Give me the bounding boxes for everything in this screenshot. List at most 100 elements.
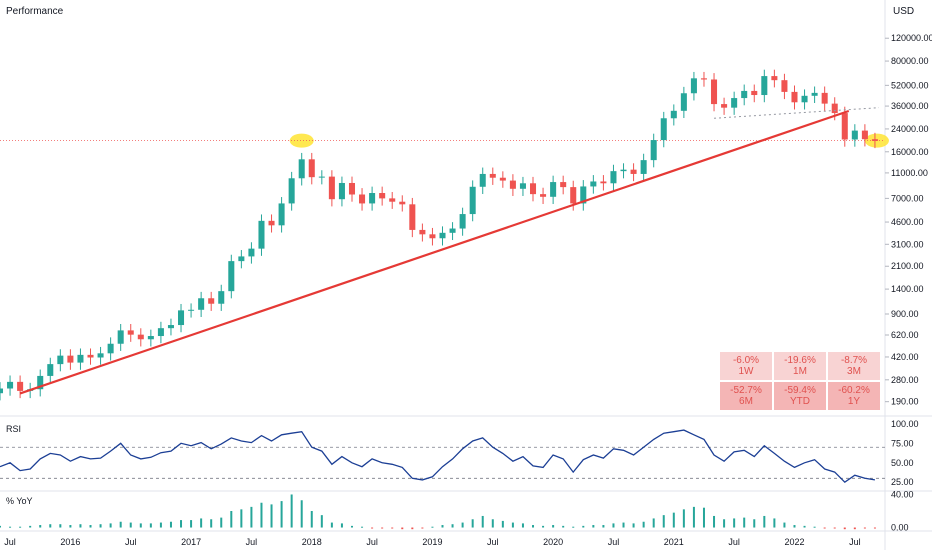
performance-period: 1M: [793, 366, 807, 377]
yoy-bar: [119, 521, 122, 528]
candle: [489, 167, 496, 185]
yoy-title: % YoY: [6, 496, 33, 506]
trendline: [19, 109, 850, 395]
yoy-bar: [139, 523, 142, 528]
candle-body: [338, 182, 345, 200]
candle-body: [650, 140, 657, 161]
x-tick-label: Jul: [246, 537, 258, 547]
candle-body: [721, 104, 728, 108]
performance-value: -6.0%: [732, 355, 760, 366]
yoy-bar: [180, 520, 183, 528]
yoy-bar: [109, 523, 112, 528]
yoy-bar: [652, 518, 655, 528]
yoy-bar: [853, 527, 856, 530]
yoy-bar: [632, 523, 635, 528]
candle: [117, 324, 124, 351]
yoy-bar: [310, 511, 313, 528]
candle-body: [761, 76, 768, 96]
candle: [781, 73, 788, 100]
candle: [208, 291, 215, 311]
candle-body: [731, 98, 738, 108]
performance-cell: -60.2% 1Y: [828, 382, 880, 410]
candle: [107, 337, 114, 361]
candle-body: [288, 178, 295, 204]
yoy-bar: [371, 527, 374, 529]
y-tick-label: 2100.00: [891, 261, 924, 271]
candle-body: [489, 173, 496, 178]
x-tick-label: 2022: [784, 537, 804, 547]
y-tick-label: 120000.00: [891, 33, 932, 43]
yoy-bar: [863, 527, 866, 529]
candle: [288, 171, 295, 211]
candle-body: [298, 159, 305, 179]
yoy-bar: [29, 525, 32, 528]
candle: [550, 175, 557, 205]
candle: [67, 349, 74, 370]
x-tick-label: Jul: [4, 537, 16, 547]
candle: [147, 329, 154, 347]
candle: [369, 186, 376, 211]
candle-body: [509, 180, 516, 189]
candle-body: [228, 261, 235, 292]
x-tick-label: Jul: [125, 537, 137, 547]
performance-cell: -52.7% 6M: [720, 382, 772, 410]
highlight-marker: [289, 133, 314, 148]
candle-body: [791, 91, 798, 103]
candle-body: [87, 354, 94, 358]
candle-body: [198, 298, 205, 310]
candle-body: [308, 159, 315, 178]
yoy-bar: [381, 527, 384, 529]
candle-body: [248, 248, 255, 257]
candle: [620, 163, 627, 179]
candle: [379, 186, 386, 206]
y-tick-label: 16000.00: [891, 147, 929, 157]
y-tick-label: 3100.00: [891, 239, 924, 249]
x-tick-label: Jul: [366, 537, 378, 547]
y-tick-label: 7000.00: [891, 193, 924, 203]
yoy-bar: [190, 520, 193, 528]
y-tick-label: 420.00: [891, 352, 919, 362]
x-tick-label: 2019: [422, 537, 442, 547]
yoy-bar: [823, 527, 826, 529]
candle-body: [137, 334, 144, 340]
yoy-bar: [833, 527, 836, 529]
rsi-tick-label: 75.00: [891, 438, 914, 448]
yoy-bar: [491, 519, 494, 528]
candle-body: [278, 203, 285, 226]
rsi-tick-label: 50.00: [891, 458, 914, 468]
candle-body: [600, 181, 607, 184]
candle: [97, 346, 104, 365]
candle: [509, 174, 516, 196]
candle-body: [640, 160, 647, 174]
candle-body: [841, 113, 848, 140]
candle-body: [811, 92, 818, 96]
yoy-bar: [441, 525, 444, 528]
candle-body: [831, 103, 838, 114]
yoy-bar: [542, 525, 545, 528]
y-tick-label: 52000.00: [891, 80, 929, 90]
candle-body: [459, 214, 466, 229]
yoy-bar: [733, 518, 736, 528]
candle-body: [580, 186, 587, 204]
yoy-bar: [511, 522, 514, 528]
yoy-bar: [723, 519, 726, 528]
y-tick-label: 11000.00: [891, 168, 928, 178]
candle: [519, 176, 526, 196]
candle-body: [610, 171, 617, 184]
currency-label: USD: [893, 6, 915, 17]
yoy-bar: [19, 526, 22, 528]
y-tick-label: 4600.00: [891, 217, 924, 227]
y-tick-label: 36000.00: [891, 101, 929, 111]
candle-body: [590, 181, 597, 187]
yoy-bar: [200, 518, 203, 528]
candle-body: [801, 95, 808, 103]
performance-cell: -8.7% 3M: [828, 352, 880, 380]
candle: [37, 369, 44, 397]
performance-period: 6M: [739, 396, 753, 407]
candle-body: [47, 364, 54, 376]
candle-body: [127, 330, 134, 335]
performance-value: -8.7%: [840, 355, 868, 366]
candle: [590, 175, 597, 194]
yoy-bar: [582, 525, 585, 528]
